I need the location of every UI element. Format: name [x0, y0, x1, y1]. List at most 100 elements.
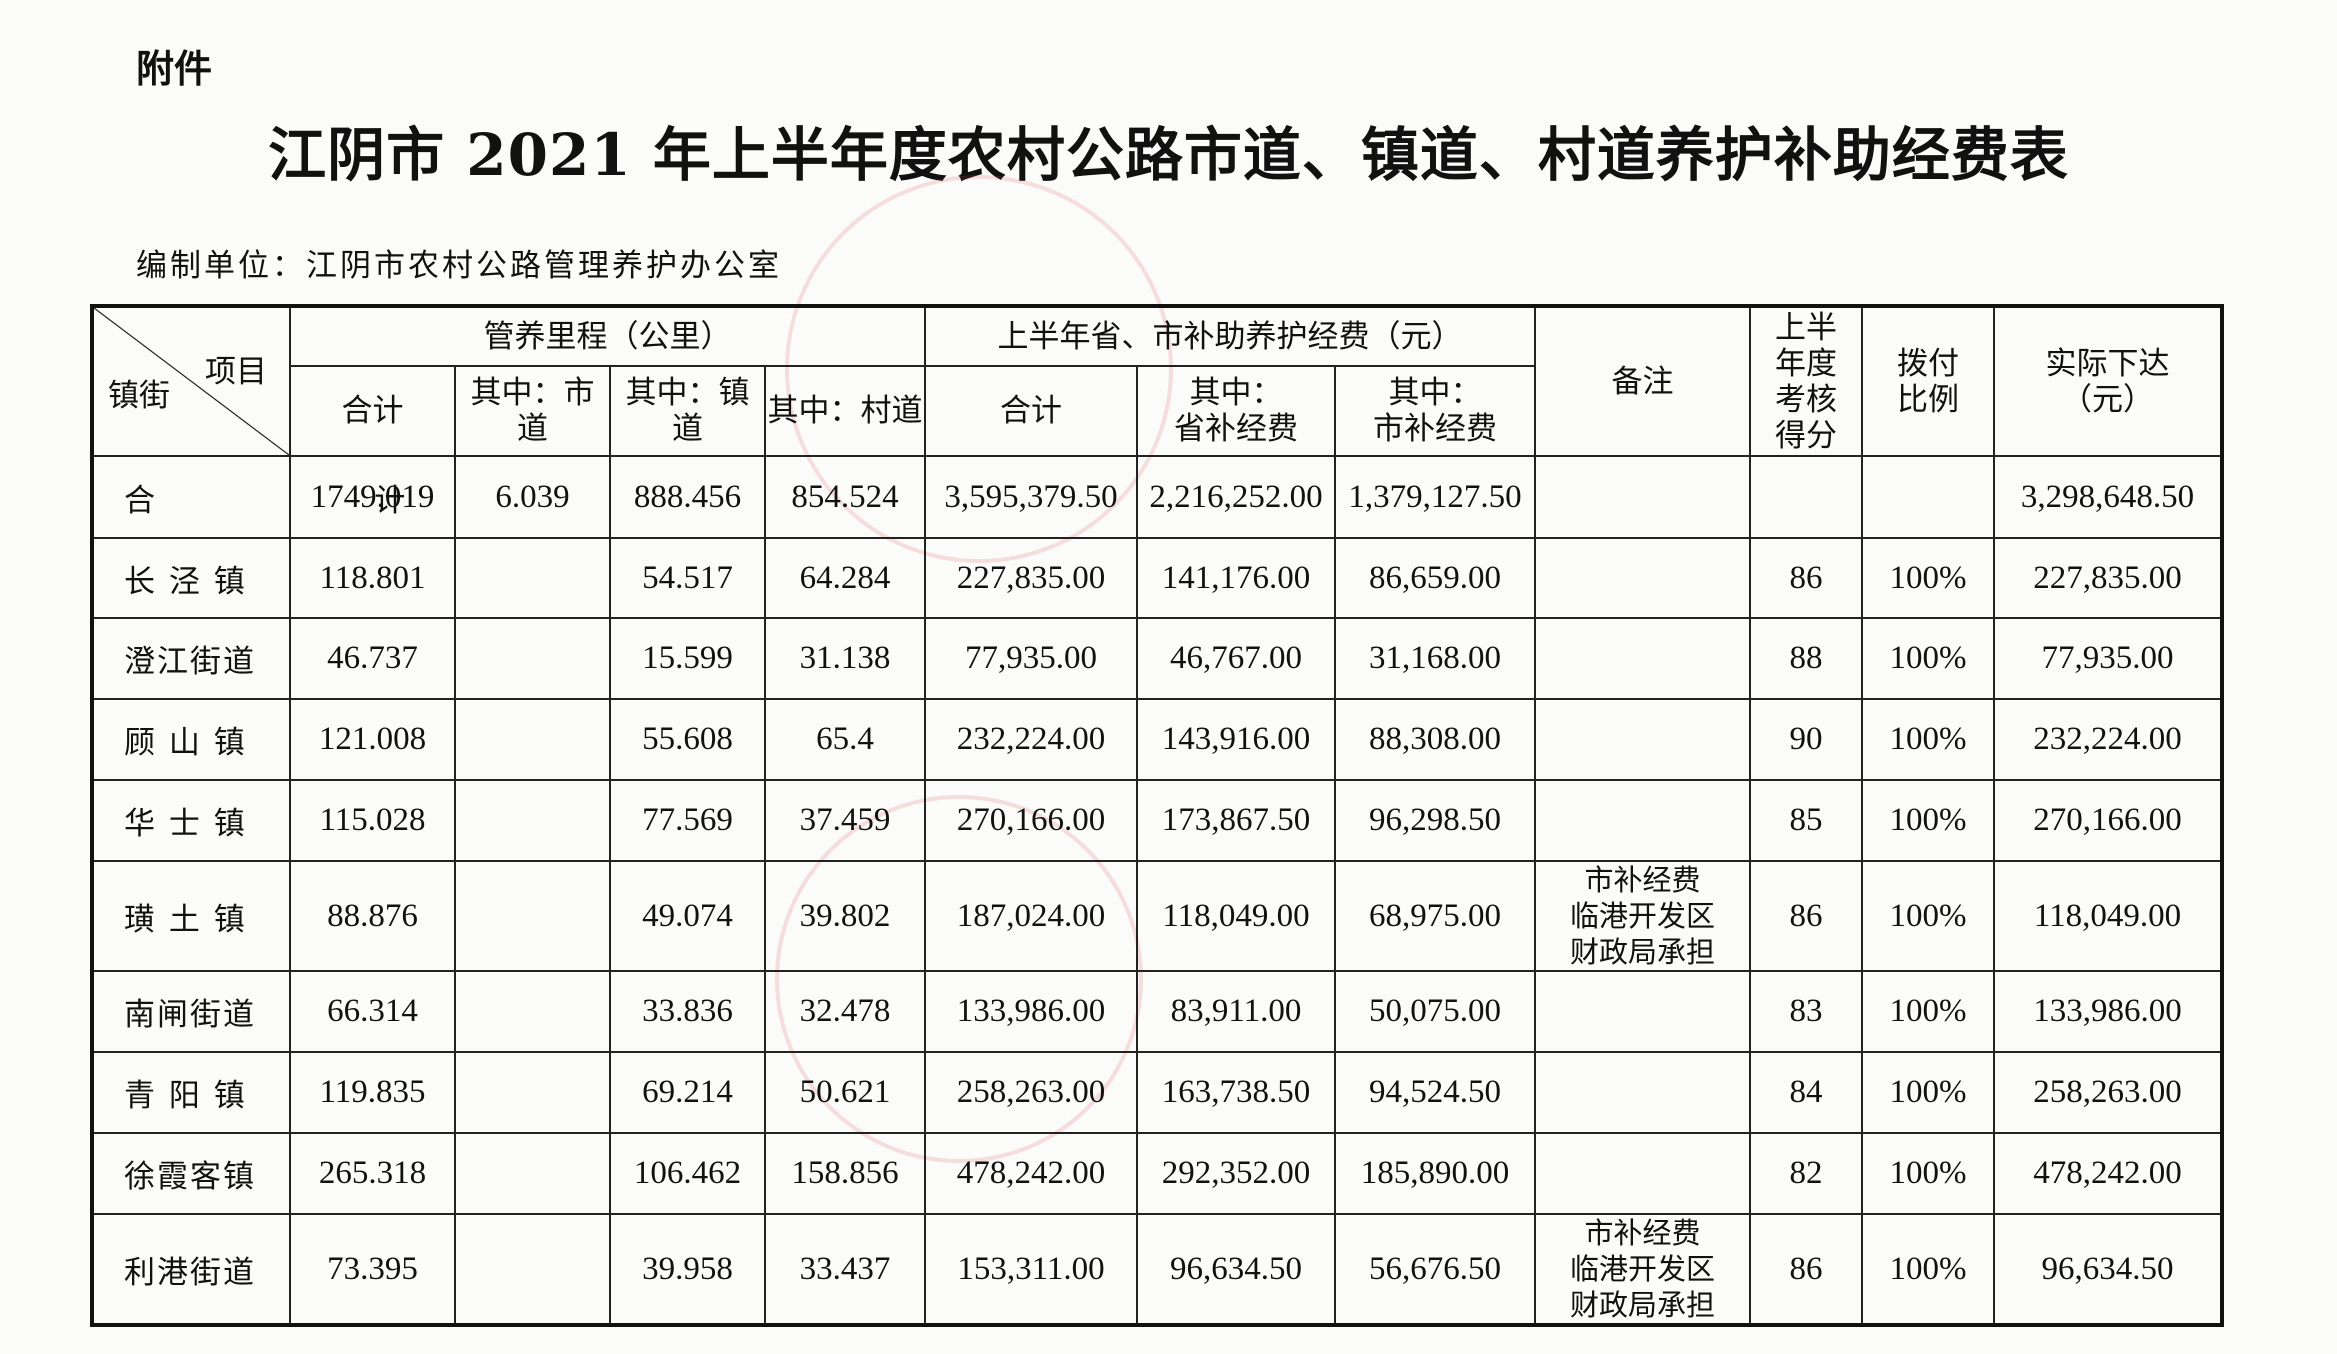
mileage-total-cell: 46.737: [289, 617, 456, 700]
table-row: 华 士 镇 115.028 77.569 37.459 270,166.00 173,86…: [91, 779, 2224, 862]
mileage-total-cell: 88.876: [289, 860, 456, 972]
city-fund-cell: 50,075.00: [1333, 970, 1537, 1053]
city-road-header: 其中：市道: [454, 365, 611, 457]
village-road-cell: 39.802: [764, 860, 926, 972]
prov-fund-cell: 163,738.50: [1136, 1051, 1336, 1134]
score-cell: 86: [1749, 1213, 1864, 1326]
actual-cell: 227,835.00: [1993, 537, 2224, 619]
fund-total-cell: 77,935.00: [924, 617, 1138, 700]
mileage-total-cell: 121.008: [289, 698, 456, 781]
actual-header: 实际下达 （元）: [1993, 305, 2224, 457]
mileage-total-cell: 265.318: [289, 1132, 456, 1215]
score-header: 上半 年度 考核 得分: [1749, 305, 1864, 457]
remark-cell: [1534, 617, 1752, 700]
village-road-cell: 65.4: [764, 698, 926, 781]
town-cell: 青 阳 镇: [91, 1051, 291, 1134]
city-fund-cell: 96,298.50: [1333, 779, 1537, 862]
fund-total-cell: 3,595,379.50: [924, 455, 1138, 539]
mileage-total-cell: 119.835: [289, 1051, 456, 1134]
city-fund-header: 其中： 市补经费: [1333, 365, 1537, 457]
actual-cell: 118,049.00: [1993, 860, 2224, 972]
town-road-cell: 54.517: [609, 537, 766, 619]
town-cell: 璜 土 镇: [91, 860, 291, 972]
town-road-cell: 106.462: [609, 1132, 766, 1215]
prov-fund-cell: 143,916.00: [1136, 698, 1336, 781]
mileage-group-header: 管养里程（公里）: [289, 305, 926, 367]
summary-row: 合 计 1749.019 6.039 888.456 854.524 3,595,379.…: [91, 455, 2224, 539]
actual-cell: 133,986.00: [1993, 970, 2224, 1053]
city-fund-cell: 86,659.00: [1333, 537, 1537, 619]
compiling-unit: 编制单位：江阴市农村公路管理养护办公室: [136, 248, 782, 284]
mileage-total-header: 合计: [289, 365, 456, 457]
actual-cell: 258,263.00: [1993, 1051, 2224, 1134]
ratio-cell: 100%: [1861, 970, 1996, 1053]
town-road-cell: 49.074: [609, 860, 766, 972]
score-cell: 84: [1749, 1051, 1864, 1134]
fund-total-cell: 270,166.00: [924, 779, 1138, 862]
village-road-cell: 33.437: [764, 1213, 926, 1326]
corner-town-label: 镇街: [108, 378, 170, 414]
town-cell: 合 计: [91, 455, 405, 539]
city-fund-cell: 185,890.00: [1333, 1132, 1537, 1215]
subsidy-table: 项目 镇街 管养里程（公里） 上半年省、市补助养护经费（元） 备注 上半 年度 …: [90, 304, 2225, 1327]
city-road-cell: [454, 1132, 611, 1215]
ratio-cell: 100%: [1861, 537, 1996, 619]
town-cell: 徐霞客镇: [91, 1132, 291, 1215]
city-fund-cell: 56,676.50: [1333, 1213, 1537, 1326]
city-fund-cell: 1,379,127.50: [1333, 455, 1537, 539]
prov-fund-header: 其中： 省补经费: [1136, 365, 1336, 457]
actual-cell: 77,935.00: [1993, 617, 2224, 700]
city-road-cell: [454, 537, 611, 619]
fund-total-cell: 187,024.00: [924, 860, 1138, 972]
score-cell: [1749, 455, 1864, 539]
city-road-cell: [454, 970, 611, 1053]
town-road-cell: 33.836: [609, 970, 766, 1053]
city-fund-cell: 88,308.00: [1333, 698, 1537, 781]
remark-cell: 市补经费 临港开发区 财政局承担: [1534, 860, 1752, 972]
score-cell: 83: [1749, 970, 1864, 1053]
actual-cell: 3,298,648.50: [1993, 455, 2224, 539]
table-row: 徐霞客镇 265.318 106.462 158.856 478,242.00 292,3…: [91, 1132, 2224, 1215]
prov-fund-cell: 118,049.00: [1136, 860, 1336, 972]
village-road-header: 其中：村道: [764, 365, 926, 457]
city-road-cell: [454, 617, 611, 700]
town-cell: 华 士 镇: [91, 779, 291, 862]
mileage-total-cell: 118.801: [289, 537, 456, 619]
table-row: 南闸街道 66.314 33.836 32.478 133,986.00 83,911.0…: [91, 970, 2224, 1053]
fund-total-cell: 133,986.00: [924, 970, 1138, 1053]
city-road-cell: [454, 779, 611, 862]
score-cell: 86: [1749, 860, 1864, 972]
table-row: 青 阳 镇 119.835 69.214 50.621 258,263.00 163,73…: [91, 1051, 2224, 1134]
town-road-cell: 15.599: [609, 617, 766, 700]
actual-cell: 478,242.00: [1993, 1132, 2224, 1215]
actual-cell: 232,224.00: [1993, 698, 2224, 781]
ratio-cell: 100%: [1861, 1213, 1996, 1326]
remark-cell: [1534, 1051, 1752, 1134]
town-road-cell: 888.456: [609, 455, 766, 539]
ratio-cell: 100%: [1861, 860, 1996, 972]
score-cell: 82: [1749, 1132, 1864, 1215]
corner-project-label: 项目: [205, 354, 267, 390]
city-road-cell: [454, 698, 611, 781]
mileage-total-cell: 1749.019: [289, 455, 456, 539]
funding-group-header: 上半年省、市补助养护经费（元）: [923, 305, 1537, 367]
village-road-cell: 32.478: [764, 970, 926, 1053]
table-row: 利港街道 73.395 39.958 33.437 153,311.00 96,634.5…: [91, 1213, 2224, 1326]
table-row: 顾 山 镇 121.008 55.608 65.4 232,224.00 143,916.…: [91, 698, 2224, 781]
remark-cell: [1534, 970, 1752, 1053]
fund-total-cell: 227,835.00: [924, 537, 1138, 619]
prov-fund-cell: 173,867.50: [1136, 779, 1336, 862]
village-road-cell: 37.459: [764, 779, 926, 862]
fund-total-cell: 232,224.00: [924, 698, 1138, 781]
remark-cell: [1534, 455, 1752, 539]
ratio-cell: 100%: [1861, 779, 1996, 862]
city-road-cell: [454, 1051, 611, 1134]
village-road-cell: 50.621: [764, 1051, 926, 1134]
ratio-cell: 100%: [1861, 1132, 1996, 1215]
village-road-cell: 158.856: [764, 1132, 926, 1215]
town-road-cell: 55.608: [609, 698, 766, 781]
remark-cell: [1534, 779, 1752, 862]
town-road-cell: 77.569: [609, 779, 766, 862]
city-fund-cell: 31,168.00: [1333, 617, 1537, 700]
city-fund-cell: 94,524.50: [1333, 1051, 1537, 1134]
